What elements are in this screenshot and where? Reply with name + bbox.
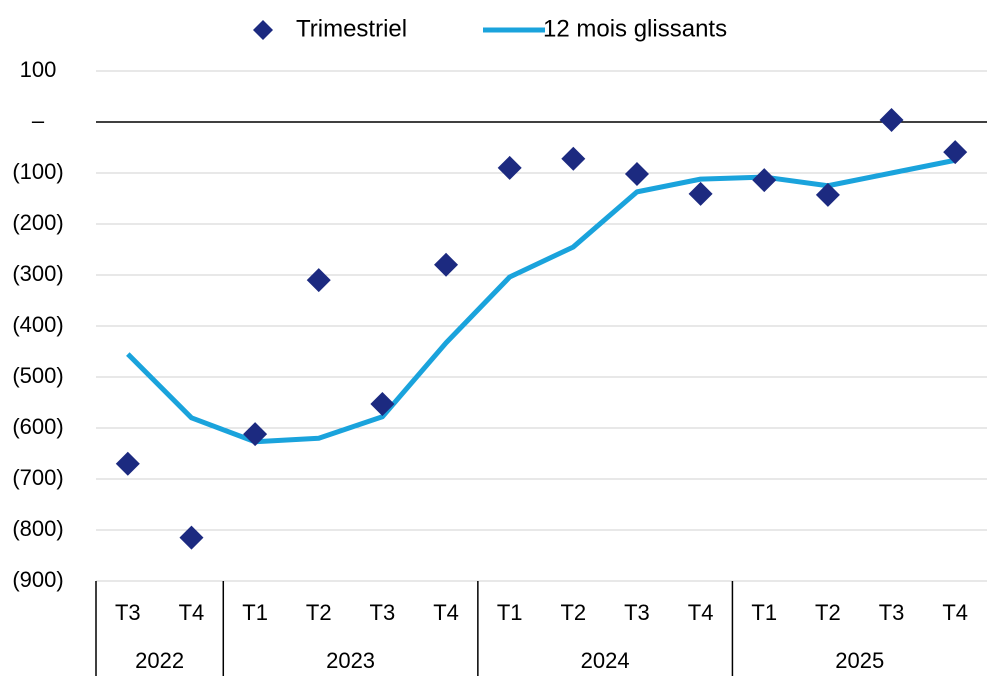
x-tick-label: T4 [179, 600, 205, 625]
y-tick-label: 100 [20, 57, 57, 82]
y-tick-label: (300) [12, 261, 63, 286]
diamond-marker [243, 422, 268, 447]
diamond-marker [497, 155, 522, 180]
year-label: 2022 [135, 648, 184, 673]
x-tick-label: T3 [879, 600, 905, 625]
diamond-marker [561, 146, 586, 171]
y-tick-label: (100) [12, 159, 63, 184]
legend-label: 12 mois glissants [543, 15, 727, 42]
year-label: 2024 [581, 648, 630, 673]
legend-label: Trimestriel [296, 15, 407, 42]
diamond-marker [624, 162, 649, 187]
y-tick-label: (900) [12, 567, 63, 592]
diamond-marker [306, 268, 331, 293]
year-label: 2023 [326, 648, 375, 673]
line-series [126, 157, 956, 445]
x-tick-label: T2 [306, 600, 332, 625]
x-tick-label: T3 [115, 600, 141, 625]
y-tick-label: (400) [12, 312, 63, 337]
year-label: 2025 [835, 648, 884, 673]
diamond-marker [879, 107, 904, 132]
diamond-marker [370, 392, 395, 417]
x-tick-label: T3 [624, 600, 650, 625]
diamond-marker [943, 140, 968, 165]
y-tick-label: (700) [12, 465, 63, 490]
y-tick-label: (500) [12, 363, 63, 388]
diamond-marker [688, 181, 713, 206]
x-tick-label: T3 [370, 600, 396, 625]
x-tick-label: T1 [751, 600, 777, 625]
x-tick-label: T4 [433, 600, 459, 625]
diamond-marker [815, 182, 840, 207]
x-tick-label: T2 [560, 600, 586, 625]
x-tick-label: T4 [942, 600, 968, 625]
x-tick-label: T2 [815, 600, 841, 625]
x-tick-label: T1 [242, 600, 268, 625]
x-tick-label: T1 [497, 600, 523, 625]
diamond-marker [179, 525, 204, 550]
legend-marker [253, 20, 273, 40]
x-tick-label: T4 [688, 600, 714, 625]
y-tick-label: (600) [12, 414, 63, 439]
y-tick-label: (200) [12, 210, 63, 235]
diamond-marker [115, 451, 140, 476]
diamond-marker [752, 168, 777, 193]
diamond-marker [434, 252, 459, 277]
y-tick-label: (800) [12, 516, 63, 541]
y-tick-label: – [32, 108, 45, 133]
